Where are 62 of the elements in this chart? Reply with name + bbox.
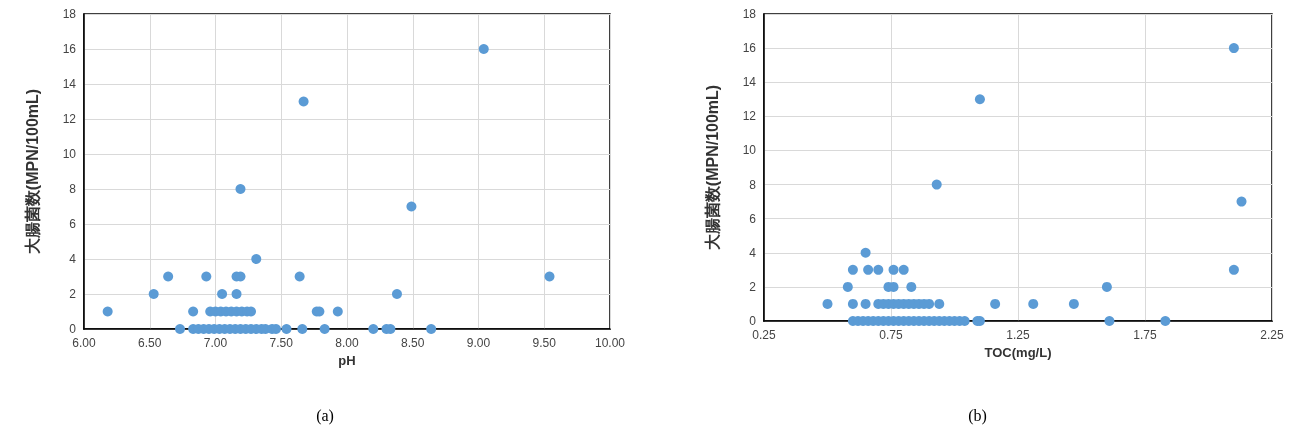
y-axis-title: 大腸菌数(MPN/100mL): [703, 84, 721, 251]
x-tick-label: 9.00: [466, 336, 491, 350]
point: [297, 324, 308, 334]
y-tick-label: 12: [62, 112, 77, 126]
x-axis-title: TOC(mg/L): [984, 344, 1052, 360]
text: (a): [316, 406, 334, 425]
point: [298, 96, 309, 107]
x-tick-label: 6.50: [138, 336, 162, 350]
y-axis-title: 大腸菌数(MPN/100mL): [23, 88, 41, 255]
x-tick-label: 8.50: [401, 336, 425, 350]
y-tick-label: 2: [69, 287, 77, 301]
y-tick-label: 16: [62, 42, 77, 56]
point: [201, 271, 212, 282]
point: [406, 201, 417, 212]
point: [231, 289, 242, 299]
y-tick-label: 6: [69, 217, 77, 231]
x-tick-label: 1.25: [1006, 328, 1030, 342]
point: [294, 271, 305, 282]
point: [426, 324, 437, 334]
point: [188, 306, 199, 317]
y-tick-label: 18: [742, 7, 757, 21]
x-tick-label: 0.25: [752, 328, 776, 342]
y-tick-label: 8: [69, 182, 77, 196]
y-tick-label: 4: [749, 245, 757, 260]
y-tick-label: 10: [62, 147, 77, 161]
y-tick-label: 14: [742, 75, 757, 90]
x-tick-label: 7.00: [203, 336, 228, 350]
point: [175, 324, 185, 334]
point: [251, 254, 262, 264]
point: [235, 184, 246, 194]
x-tick-label: 9.50: [532, 336, 557, 350]
x-axis-title: pH: [338, 352, 356, 368]
point: [391, 289, 402, 299]
point: [319, 324, 330, 334]
point: [281, 324, 292, 334]
x-tick-label: 2.25: [1260, 328, 1284, 342]
point: [148, 289, 159, 299]
y-tick-label: 0: [69, 322, 77, 336]
point: [102, 306, 113, 317]
x-tick-label: 7.50: [269, 336, 294, 350]
point: [332, 306, 343, 317]
y-tick-label: 2: [749, 279, 757, 294]
x-tick-label: 10.00: [594, 336, 626, 350]
x-tick-label: 8.00: [335, 336, 359, 350]
x-tick-label: 0.75: [879, 328, 903, 342]
x-tick-label: 1.75: [1133, 328, 1157, 342]
y-tick-label: 0: [749, 314, 757, 328]
point: [217, 289, 228, 299]
y-tick-label: 16: [742, 41, 757, 56]
point: [163, 271, 174, 282]
y-tick-label: 12: [742, 109, 757, 124]
y-tick-label: 14: [62, 77, 77, 91]
y-tick-label: 8: [749, 177, 757, 192]
text: (b): [968, 406, 987, 425]
y-tick-label: 4: [69, 252, 77, 266]
y-tick-label: 18: [62, 7, 77, 21]
x-tick-label: 6.00: [72, 336, 96, 350]
y-tick-label: 6: [749, 211, 757, 226]
point: [368, 324, 379, 334]
y-tick-label: 10: [742, 143, 757, 158]
point: [478, 44, 489, 54]
point: [544, 271, 555, 282]
